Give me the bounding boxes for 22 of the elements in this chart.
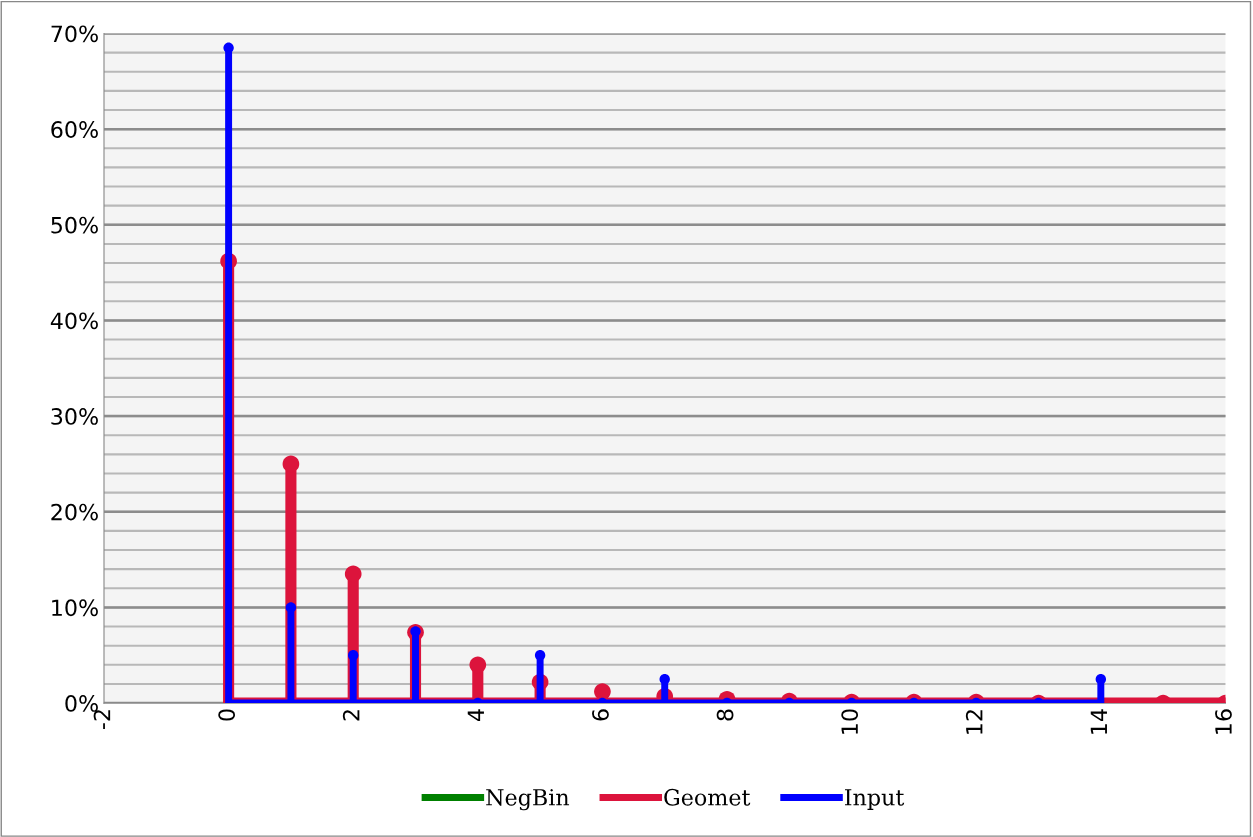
y-tick-label: 50% bbox=[51, 216, 98, 234]
y-tick-label: 0% bbox=[65, 695, 98, 712]
x-tick-label: 4 bbox=[467, 709, 484, 721]
legend-label: Input bbox=[845, 789, 905, 810]
y-tick-label: 40% bbox=[50, 312, 98, 330]
x-tick-label: 0 bbox=[218, 709, 236, 721]
x-tick-label: -2 bbox=[93, 710, 111, 730]
legend-label: NegBin bbox=[486, 789, 570, 811]
y-tick-label: 20% bbox=[51, 503, 98, 521]
y-tick-label: 60% bbox=[51, 121, 98, 138]
x-tick-label: 8 bbox=[716, 709, 734, 721]
x-tick-label: 10 bbox=[841, 709, 859, 734]
y-tick-label: 30% bbox=[51, 408, 98, 425]
x-tick-label: 6 bbox=[592, 709, 609, 721]
x-tick-label: 14 bbox=[1090, 709, 1107, 734]
y-tick-label: 70% bbox=[51, 25, 98, 43]
x-tick-label: 12 bbox=[965, 710, 983, 734]
x-tick-label: 2 bbox=[342, 710, 360, 721]
point bbox=[282, 455, 300, 473]
y-tick-label: 10% bbox=[52, 599, 98, 617]
x-tick-label: 16 bbox=[1215, 709, 1232, 734]
legend-label: Geomet bbox=[664, 788, 751, 806]
